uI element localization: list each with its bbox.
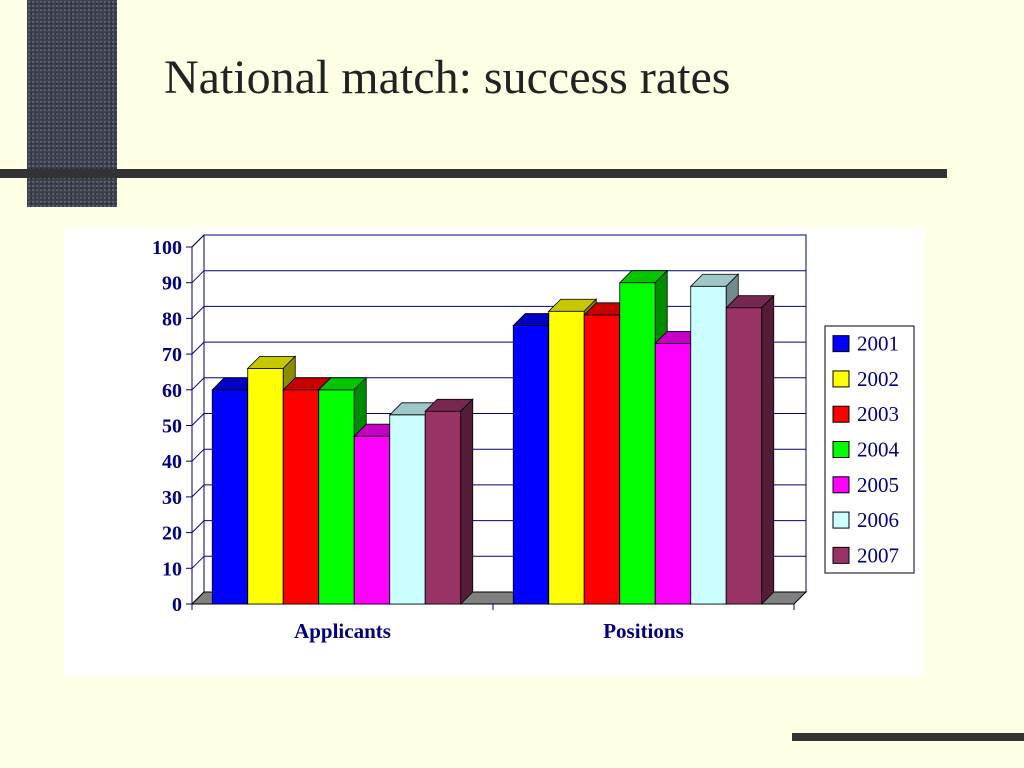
bar-2006-positions: [690, 285, 727, 605]
x-tick-label: Applicants: [294, 619, 391, 643]
legend-swatch-2002: [832, 370, 850, 388]
y-tick-label: 70: [162, 344, 182, 366]
gridline-side: [191, 555, 205, 569]
legend-label-2007: 2007: [857, 543, 899, 567]
slide-title: National match: success rates: [164, 51, 731, 104]
gridline-side: [191, 448, 205, 462]
legend-swatch-2004: [832, 441, 850, 458]
bar-2002-applicants: [247, 367, 284, 605]
bar-side-2007-applicants: [460, 398, 474, 605]
footer-divider-rule: [792, 733, 1024, 741]
gridline-side: [191, 413, 205, 426]
gridline-side: [191, 306, 205, 319]
bar-2001-applicants: [211, 389, 249, 605]
bar-2004-positions: [619, 282, 656, 605]
plot-side-top-edge: [191, 234, 205, 248]
y-tick-label: 30: [162, 487, 182, 509]
gridline-side: [191, 270, 205, 284]
bar-chart: 0 10 20 30 40 50 60 70 80 90 100 Applicants Position…: [152, 234, 915, 643]
gridline-side: [191, 341, 205, 355]
y-tick-label: 90: [162, 273, 182, 295]
bar-2006-applicants: [389, 414, 426, 605]
y-tick-label: 100: [152, 237, 182, 259]
bar-2003-positions: [583, 314, 621, 605]
legend-swatch-2001: [832, 335, 850, 353]
y-tick-label: 40: [162, 451, 182, 473]
bar-side-2007-positions: [761, 294, 775, 605]
legend-label-2002: 2002: [857, 367, 899, 391]
y-tick-label: 0: [172, 594, 182, 616]
legend-label-2005: 2005: [857, 473, 899, 497]
gridline-side: [191, 520, 205, 533]
bar-2003-applicants: [282, 389, 320, 605]
bar-2005-positions: [654, 342, 692, 605]
y-tick-label: 60: [162, 380, 182, 402]
title-divider-rule: [0, 169, 947, 178]
chart-panel: 0 10 20 30 40 50 60 70 80 90 100 Applicants Position…: [64, 227, 924, 677]
legend-swatch-2006: [832, 511, 850, 529]
legend-label-2004: 2004: [857, 438, 900, 462]
legend-label-2006: 2006: [857, 508, 899, 532]
y-tick-label: 10: [162, 558, 182, 580]
y-tick-label: 50: [162, 416, 182, 438]
legend-label-2003: 2003: [857, 402, 899, 426]
x-tick-label: Positions: [603, 619, 684, 643]
y-tick-label: 20: [162, 523, 182, 545]
gridline-side: [191, 377, 205, 391]
legend-swatch-2007: [832, 546, 850, 564]
bar-2002-positions: [548, 310, 585, 605]
legend-swatch-2003: [832, 405, 850, 423]
bar-2004-applicants: [318, 389, 355, 605]
bar-2005-applicants: [353, 435, 391, 605]
gridline-side: [191, 484, 205, 498]
bar-2007-positions: [725, 307, 763, 605]
bar-2007-applicants: [424, 410, 462, 605]
legend-label-2001: 2001: [857, 332, 899, 356]
y-tick-label: 80: [162, 308, 182, 330]
legend-swatch-2005: [832, 476, 850, 494]
bar-2001-positions: [512, 325, 550, 605]
